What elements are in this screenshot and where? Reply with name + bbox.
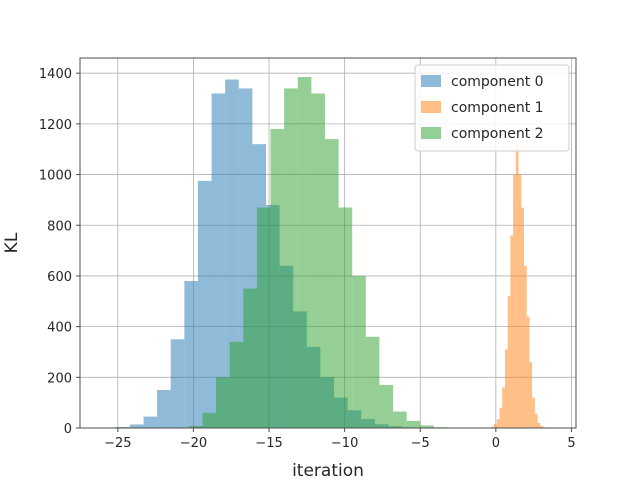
histogram-bar [521, 207, 524, 428]
legend: component 0 component 1 component 2 [414, 64, 570, 152]
x-tick-label: 0 [492, 436, 500, 451]
histogram-bars [116, 77, 546, 429]
x-tick-label: 5 [567, 436, 575, 451]
histogram-bar [202, 412, 217, 428]
y-tick-label: 1200 [39, 118, 72, 133]
x-axis-ticks: −25 −20 −15 −10 −5 0 5 [104, 428, 576, 451]
histogram-bar [529, 362, 533, 428]
legend-swatch [421, 75, 441, 87]
histogram-bar [211, 93, 226, 428]
axes-spines [79, 57, 577, 429]
x-tick-label: −15 [255, 436, 282, 451]
histogram-bar [365, 336, 380, 428]
histogram-bar [526, 316, 530, 428]
series-2-bars [188, 77, 448, 429]
histogram-bar [499, 407, 503, 428]
histogram-bar [510, 235, 514, 428]
legend-label: component 2 [451, 126, 544, 142]
y-axis-ticks: 0 200 400 600 800 1000 1200 1400 [39, 67, 80, 437]
histogram-bar [216, 377, 230, 428]
histogram-bar [129, 424, 144, 428]
histogram-bar [504, 349, 508, 428]
histogram-bar [229, 341, 244, 428]
histogram-bar [284, 88, 298, 429]
histogram-bar [184, 281, 198, 428]
y-tick-label: 800 [47, 219, 72, 234]
histogram-bar [311, 93, 325, 428]
legend-label: component 1 [451, 100, 544, 116]
histogram-bar [379, 384, 394, 428]
legend-label: component 0 [451, 74, 544, 90]
histogram-bar [188, 425, 203, 428]
histogram-bar [513, 174, 516, 428]
x-tick-label: −10 [331, 436, 358, 451]
x-axis-label: iteration [292, 461, 364, 480]
histogram-bar [507, 296, 511, 428]
y-tick-label: 400 [47, 321, 72, 336]
histogram-bar [143, 416, 158, 428]
histogram-bar [197, 180, 212, 428]
histogram-bar [534, 414, 538, 428]
histogram-bar [324, 139, 339, 428]
histogram-bar [496, 419, 500, 428]
histogram-bar [256, 207, 271, 428]
x-tick-label: −5 [411, 436, 430, 451]
histogram-bar [491, 426, 495, 428]
histogram-bar [515, 144, 519, 429]
y-tick-label: 200 [47, 371, 72, 386]
y-tick-label: 1000 [39, 169, 72, 184]
histogram-bar [225, 79, 239, 428]
histogram-bar [270, 128, 285, 428]
histogram-bar [338, 207, 353, 428]
histogram-bar [393, 411, 407, 428]
y-tick-label: 1400 [39, 67, 72, 82]
histogram-bar [406, 420, 421, 428]
histogram-bar [537, 422, 541, 428]
histogram-bar [502, 387, 505, 428]
histogram-bar [352, 275, 366, 428]
series-1-bars [491, 144, 546, 429]
legend-box [414, 64, 570, 152]
histogram-bar [532, 397, 535, 428]
histogram-bar [170, 339, 185, 428]
histogram-bar [243, 288, 257, 428]
y-tick-label: 600 [47, 270, 72, 285]
x-tick-label: −25 [104, 436, 131, 451]
histogram-bar [518, 174, 522, 428]
y-axis-label: KL [2, 232, 22, 253]
y-tick-label: 0 [64, 422, 72, 437]
histogram-bar [540, 425, 544, 428]
histogram-bar [297, 77, 312, 429]
plot-frame [79, 57, 577, 429]
legend-swatch [421, 101, 441, 113]
histogram-bar [157, 389, 171, 428]
histogram-bar [420, 425, 434, 428]
histogram-bar [523, 265, 527, 428]
x-tick-label: −20 [180, 436, 207, 451]
legend-swatch [421, 127, 441, 139]
histogram-bar [116, 426, 130, 428]
histogram-bar [494, 424, 497, 428]
